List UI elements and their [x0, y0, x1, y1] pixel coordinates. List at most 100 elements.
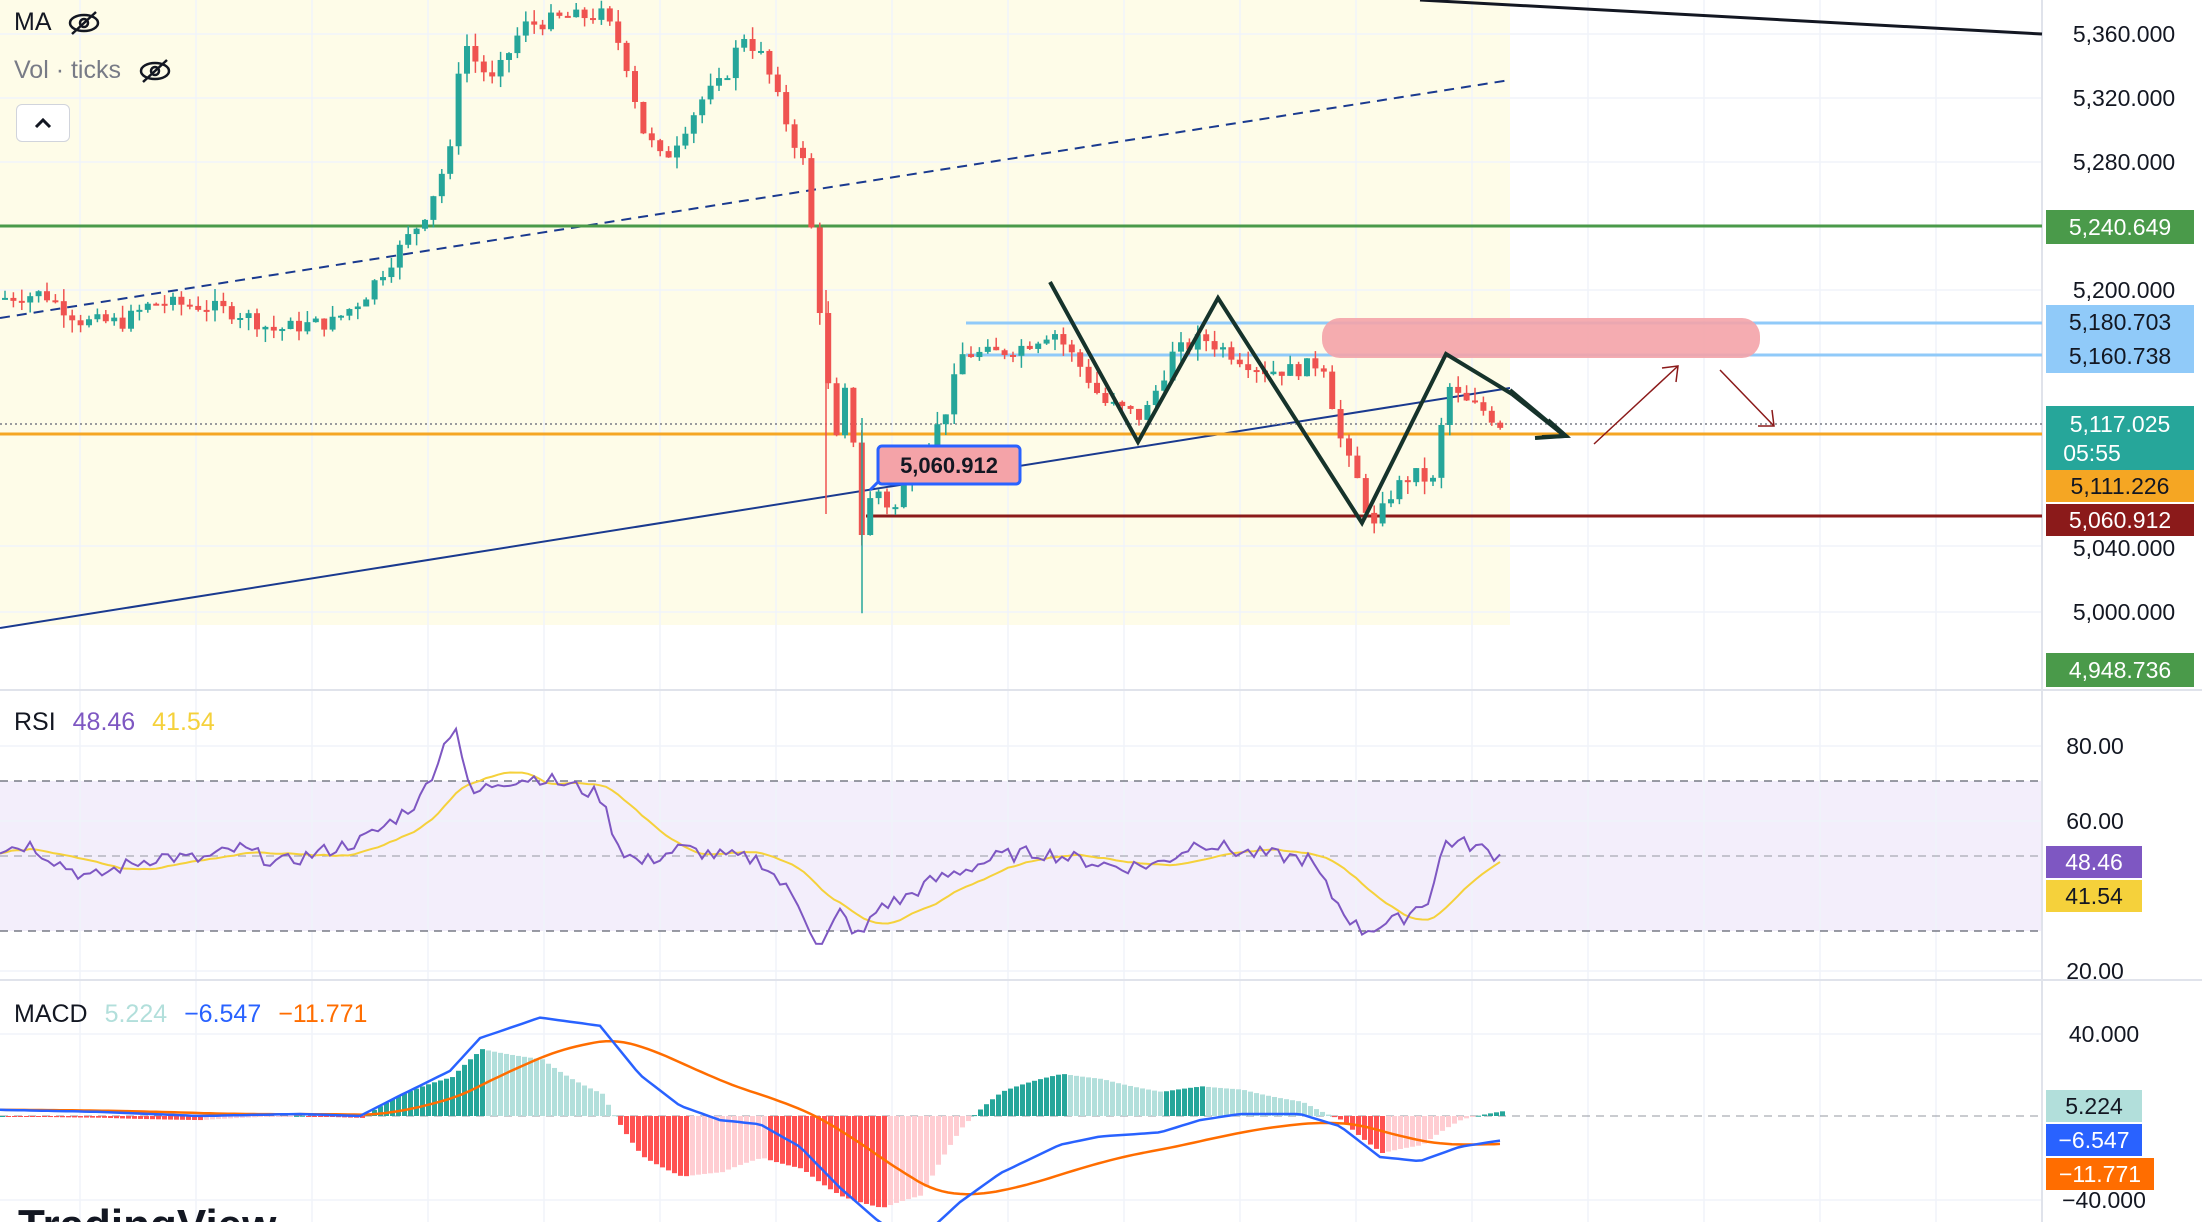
candle-body — [716, 78, 722, 86]
candle-body — [1278, 371, 1285, 376]
macd-hist-bar — [510, 1054, 515, 1116]
lower-trendline[interactable] — [0, 387, 1511, 629]
candle-body — [186, 304, 193, 307]
candle-body — [1161, 380, 1168, 391]
zone-price-label[interactable] — [876, 444, 1022, 486]
candle-body — [1287, 364, 1294, 376]
macd-hist-bar — [1392, 1116, 1397, 1151]
projection-up-arrow[interactable] — [1593, 365, 1679, 445]
candle-body — [1094, 382, 1100, 394]
projection-down-arrow-head — [1758, 409, 1775, 427]
candle-body — [119, 317, 126, 329]
macd-hist-bar — [1488, 1113, 1493, 1116]
vol-legend[interactable]: Vol · ticks — [14, 56, 172, 85]
candle-body — [52, 300, 59, 303]
candle-body — [346, 309, 353, 316]
candle-body — [480, 61, 487, 73]
macd-hist-bar — [156, 1116, 161, 1120]
macd-hist-bar — [192, 1116, 197, 1120]
candle-body — [884, 491, 890, 508]
zigzag-pattern[interactable] — [1048, 281, 1514, 528]
macd-axis-label: 40.000 — [2069, 1021, 2139, 1047]
macd-hist-bar — [72, 1116, 77, 1118]
macd-hist-bar — [1452, 1116, 1457, 1124]
macd-hist-bar — [558, 1071, 563, 1116]
price-axis-label: 5,360.000 — [2073, 21, 2175, 47]
macd-hist-bar — [828, 1116, 833, 1190]
candle-body — [1404, 480, 1411, 483]
candle-body — [556, 12, 563, 16]
macd-hist-bar — [384, 1102, 389, 1116]
macd-legend[interactable]: MACD 5.224 −6.547 −11.771 — [14, 1000, 367, 1029]
candle-body — [648, 133, 655, 141]
macd-hist-bar — [936, 1116, 941, 1165]
macd-hist-bar — [954, 1116, 959, 1136]
macd-hist-bar — [948, 1116, 953, 1145]
macd-hist-bar — [1146, 1089, 1151, 1116]
macd-hist-bar — [702, 1116, 707, 1174]
macd-hist-bar — [1200, 1086, 1205, 1116]
macd-hist-bar — [288, 1116, 293, 1117]
rsi-ma-tag-text: 41.54 — [2065, 883, 2123, 909]
macd-hist-bar — [1158, 1091, 1163, 1116]
macd-hist-bar — [1482, 1114, 1487, 1116]
macd-hist-bar — [444, 1078, 449, 1116]
candle-body — [161, 303, 168, 306]
macd-hist-bar — [1398, 1116, 1403, 1150]
macd-hist-tag-text: 5.224 — [2065, 1093, 2123, 1119]
macd-hist-bar — [132, 1116, 137, 1119]
macd-hist-bar — [1062, 1074, 1067, 1116]
macd-hist-bar — [1296, 1101, 1301, 1116]
candle-body — [413, 228, 420, 235]
price-background-zone — [0, 0, 1510, 625]
macd-hist-bar — [42, 1116, 47, 1117]
macd-hist-bar — [588, 1088, 593, 1116]
candle-body — [220, 300, 227, 307]
candle-body — [900, 485, 907, 508]
macd-hist-bar — [930, 1116, 935, 1176]
current-price-tag — [2046, 406, 2194, 470]
macd-hist-bar — [1446, 1116, 1451, 1128]
candle-body — [632, 71, 638, 102]
candle-body — [1438, 424, 1445, 478]
macd-hist-bar — [1218, 1087, 1223, 1116]
watermark-logo: TradingView — [18, 1201, 277, 1222]
macd-hist-bar — [330, 1116, 335, 1117]
candle-body — [69, 315, 76, 321]
macd-hist-bar — [978, 1109, 983, 1116]
price-tag-bottom-text: 4,948.736 — [2069, 657, 2171, 683]
candle-body — [1337, 408, 1344, 439]
macd-signal-tag — [2046, 1158, 2154, 1190]
candle-body — [60, 301, 67, 316]
candle-body — [758, 50, 764, 53]
candle-body — [1136, 408, 1142, 420]
macd-hist-bar — [1038, 1079, 1043, 1116]
macd-hist-bar — [1194, 1087, 1199, 1116]
collapse-legend-button[interactable] — [16, 104, 70, 142]
price-axis-label: 5,200.000 — [2073, 277, 2175, 303]
macd-hist-bar — [1458, 1116, 1463, 1121]
eye-crossed-icon[interactable] — [138, 58, 172, 84]
ma-legend[interactable]: MA — [14, 8, 101, 37]
upper-trendline[interactable] — [1419, 0, 2043, 36]
macd-hist-bar — [1416, 1116, 1421, 1146]
rsi-value-tag — [2046, 846, 2142, 878]
macd-hist-bar — [456, 1070, 461, 1116]
macd-hist-bar — [822, 1116, 827, 1186]
macd-hist-bar — [1500, 1111, 1505, 1116]
rsi-legend[interactable]: RSI 48.46 41.54 — [14, 708, 215, 737]
macd-hist-bar — [648, 1116, 653, 1161]
candle-body — [1194, 334, 1201, 350]
candle-body — [732, 47, 739, 79]
price-tag-support — [2046, 470, 2194, 502]
macd-hist-bar — [1272, 1096, 1277, 1116]
candle-body — [35, 291, 42, 297]
candle-body — [262, 326, 269, 330]
eye-crossed-icon[interactable] — [67, 10, 101, 36]
supply-zone[interactable] — [1322, 318, 1760, 358]
candle-body — [128, 310, 134, 329]
projection-down-arrow[interactable] — [1719, 369, 1775, 427]
candle-body — [1178, 342, 1184, 352]
macd-hist-bar — [1236, 1089, 1241, 1116]
